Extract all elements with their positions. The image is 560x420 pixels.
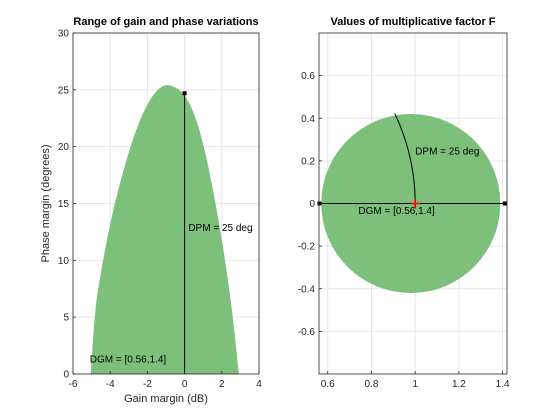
dpm-marker xyxy=(182,91,187,96)
y-tick-label: 0 xyxy=(63,370,69,381)
y-tick-label: -0.4 xyxy=(298,284,316,295)
x-tick-label: -2 xyxy=(143,379,152,390)
y-tick-label: 5 xyxy=(63,313,69,324)
x-tick-label: 4 xyxy=(256,379,262,390)
dpm-arc xyxy=(394,113,416,204)
x-tick-label: 1.4 xyxy=(496,379,510,390)
x-tick-label: 0 xyxy=(182,379,188,390)
x-tick-label: 1 xyxy=(412,379,418,390)
gain-phase-region xyxy=(90,85,239,374)
dpm-annotation-right: DPM = 25 deg xyxy=(415,146,479,157)
x-tick-label: 2 xyxy=(219,379,225,390)
x-tick-label: -6 xyxy=(69,379,78,390)
x-tick-label: 1.2 xyxy=(452,379,466,390)
right-chart-title: Values of multiplicative factor F xyxy=(330,16,495,28)
y-tick-label: -0.6 xyxy=(298,327,316,338)
dpm-annotation-left: DPM = 25 deg xyxy=(188,223,252,234)
right-x-ticks: 0.6 0.8 1 1.2 1.4 xyxy=(321,371,510,390)
right-y-ticks: -0.6 -0.4 -0.2 0 0.2 0.4 0.6 xyxy=(298,71,322,338)
y-tick-label: -0.2 xyxy=(298,242,316,253)
y-tick-label: 0.4 xyxy=(301,114,315,125)
dgm-annotation-right: DGM = [0.56,1.4] xyxy=(358,206,435,217)
left-plot-panel: -6 -4 -2 0 2 4 0 5 10 15 20 25 30 Range of gain and… xyxy=(40,16,262,405)
y-tick-label: 20 xyxy=(58,142,70,153)
y-tick-label: 30 xyxy=(58,29,70,40)
y-tick-label: 0.2 xyxy=(301,156,315,167)
x-tick-label: 0.6 xyxy=(321,379,335,390)
dgm-annotation-left: DGM = [0.56,1.4] xyxy=(90,355,167,366)
left-y-axis-label: Phase margin (degrees) xyxy=(40,144,52,262)
left-overlays xyxy=(182,91,187,374)
y-tick-label: 25 xyxy=(58,85,70,96)
left-x-ticks: -6 -4 -2 0 2 4 xyxy=(69,371,262,390)
x-tick-label: -4 xyxy=(106,379,115,390)
right-plot-panel: 0.6 0.8 1 1.2 1.4 -0.6 -0.4 -0.2 0 0.2 0.4 0.6 Val… xyxy=(298,16,510,390)
x-tick-label: 0.8 xyxy=(365,379,379,390)
left-x-axis-label: Gain margin (dB) xyxy=(124,393,208,405)
left-y-ticks: 0 5 10 15 20 25 30 xyxy=(58,29,76,381)
y-tick-label: 10 xyxy=(58,256,70,267)
dgm-right-marker xyxy=(502,201,507,206)
left-chart-title: Range of gain and phase variations xyxy=(73,16,258,28)
y-tick-label: 0.6 xyxy=(301,71,315,82)
y-tick-label: 0 xyxy=(309,199,315,210)
y-tick-label: 15 xyxy=(58,199,70,210)
